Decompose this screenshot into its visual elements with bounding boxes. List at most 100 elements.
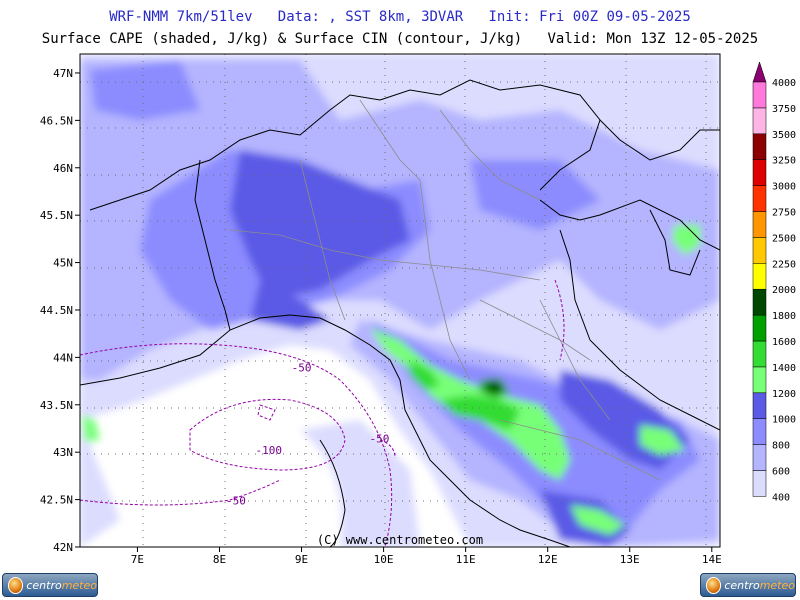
map-subtitle: Surface CAPE (shaded, J/kg) & Surface CI… <box>41 31 759 47</box>
border-france-italy <box>194 159 231 331</box>
lon-tick-label: 7E <box>131 553 144 566</box>
centrometeo-logo-left[interactable]: centrometeo <box>2 573 98 597</box>
coastline-liguria-tyrrhenian <box>80 314 571 547</box>
colorbar-top-arrow <box>752 61 767 83</box>
centrometeo-logo-right[interactable]: centrometeo <box>700 573 796 597</box>
cape-region-400 <box>300 420 420 547</box>
colorbar-label: 1800 <box>772 311 796 322</box>
map-frame <box>79 53 721 548</box>
colorbar-swatch <box>752 211 767 238</box>
lat-tick-label: 42.5N <box>40 494 73 507</box>
cape-region-1400 <box>410 360 440 390</box>
lat-tick-label: 43N <box>53 446 73 459</box>
globe-icon <box>8 576 24 594</box>
lon-tick-label: 13E <box>620 553 640 566</box>
latitude-axis: 42N 42.5N 43N 43.5N 44N 44.5N 45N 45.5N 46N 46.5N… <box>40 67 80 554</box>
colorbar-legend: 400 600 800 1000 1200 1400 1600 1800 2000 2250 250… <box>752 61 796 503</box>
colorbar-swatch <box>752 444 767 471</box>
colorbar-swatch <box>752 392 767 419</box>
lat-tick-label: 44N <box>53 351 73 364</box>
colorbar-swatch <box>752 133 767 160</box>
cape-region-1200 <box>640 425 685 455</box>
colorbar-swatch <box>752 288 767 316</box>
lon-tick-label: 8E <box>213 553 226 566</box>
cape-region-1200 <box>570 505 625 535</box>
colorbar-swatch <box>752 185 767 212</box>
colorbar-label: 1600 <box>772 337 796 348</box>
cin-contour-minus50 <box>80 343 393 547</box>
colorbar-label: 400 <box>772 492 790 503</box>
lat-tick-label: 44.5N <box>40 304 73 317</box>
colorbar-swatch <box>752 159 767 186</box>
coastline-corsica <box>319 439 346 547</box>
colorbar-label: 2750 <box>772 208 796 219</box>
border-alps <box>89 79 601 211</box>
cin-contour-label: -50 <box>226 494 246 507</box>
lon-tick-label: 14E <box>702 553 722 566</box>
cin-contour-minus100 <box>189 398 346 471</box>
lon-tick-label: 10E <box>374 553 394 566</box>
cin-contour-minus50 <box>80 479 281 506</box>
cape-region-1000 <box>230 150 410 300</box>
lat-tick-label: 43.5N <box>40 399 73 412</box>
cin-contour-minus100 <box>257 404 276 421</box>
lat-tick-label: 46.5N <box>40 114 73 127</box>
colorbar-swatch <box>752 314 767 342</box>
colorbar-swatch <box>752 418 767 445</box>
colorbar-label: 800 <box>772 441 790 452</box>
lon-tick-label: 11E <box>456 553 476 566</box>
coastline-north-adriatic <box>539 199 720 251</box>
colorbar-swatch <box>752 366 767 394</box>
lat-tick-label: 45.5N <box>40 209 73 222</box>
cape-region-1800 <box>487 382 502 393</box>
cape-region-800 <box>470 160 600 230</box>
colorbar-label: 600 <box>772 467 790 478</box>
cin-contour-label: -50 <box>370 433 390 446</box>
colorbar-swatch <box>752 263 767 290</box>
cape-region-1400 <box>440 395 520 430</box>
lat-tick-label: 42N <box>53 541 73 554</box>
colorbar-label: 3500 <box>772 130 796 141</box>
colorbar-label: 3250 <box>772 156 796 167</box>
lat-tick-label: 47N <box>53 67 73 80</box>
lon-tick-label: 12E <box>538 553 558 566</box>
colorbar-label: 1200 <box>772 389 796 400</box>
colorbar-label: 1400 <box>772 363 796 374</box>
colorbar-label: 2500 <box>772 233 796 244</box>
cin-contour-minus50 <box>554 279 565 361</box>
colorbar-label: 4000 <box>772 78 796 89</box>
colorbar-label: 2250 <box>772 259 796 270</box>
coastline-istria <box>649 209 701 276</box>
cape-region-800 <box>90 60 200 120</box>
colorbar-label: 1000 <box>772 415 796 426</box>
lon-tick-label: 9E <box>295 553 308 566</box>
cin-contour-label: -100 <box>255 444 282 457</box>
colorbar-swatch <box>752 107 767 135</box>
colorbar-swatch <box>752 81 767 109</box>
cin-contour-minus50 <box>379 439 396 459</box>
logo-text-right: centrometeo <box>724 578 795 592</box>
colorbar-swatch <box>752 340 767 368</box>
coastline-adriatic <box>559 229 720 431</box>
lat-tick-label: 45N <box>53 257 73 270</box>
colorbar-label: 3750 <box>772 104 796 115</box>
cape-region-1200 <box>82 415 100 442</box>
cape-region-400 <box>80 420 120 547</box>
cin-labels: -50 -50 -100 -50 <box>226 362 389 508</box>
map-title: WRF-NMM 7km/51lev Data: , SST 8km, 3DVAR… <box>109 9 691 25</box>
lat-tick-label: 46N <box>53 162 73 175</box>
colorbar-label: 2000 <box>772 285 796 296</box>
region-boundaries <box>229 99 661 481</box>
coastlines-and-borders <box>80 79 720 547</box>
logo-text-left: centrometeo <box>26 578 97 592</box>
cin-contours <box>80 279 565 547</box>
colorbar-swatch <box>752 470 767 497</box>
copyright-text: (C) www.centrometeo.com <box>317 533 483 547</box>
colorbar-swatch <box>752 237 767 264</box>
cin-contour-label: -50 <box>292 362 312 375</box>
border-slovenia-croatia <box>599 119 720 161</box>
colorbar-label: 3000 <box>772 182 796 193</box>
globe-icon <box>706 576 722 594</box>
longitude-axis: 7E 8E 9E 10E 11E 12E 13E 14E <box>131 547 722 566</box>
